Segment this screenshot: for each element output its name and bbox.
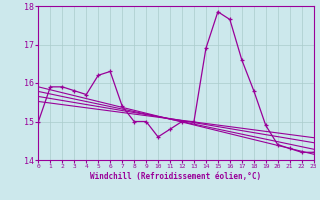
X-axis label: Windchill (Refroidissement éolien,°C): Windchill (Refroidissement éolien,°C): [91, 172, 261, 181]
